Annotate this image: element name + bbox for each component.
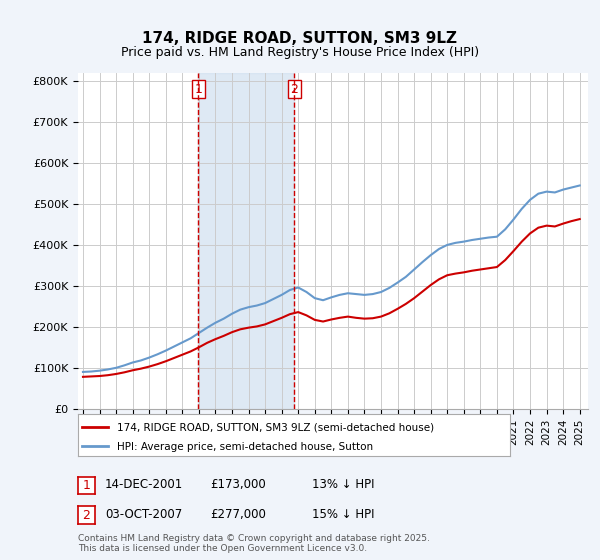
Text: 1: 1	[82, 479, 91, 492]
Text: 174, RIDGE ROAD, SUTTON, SM3 9LZ (semi-detached house): 174, RIDGE ROAD, SUTTON, SM3 9LZ (semi-d…	[117, 423, 434, 433]
Text: 14-DEC-2001: 14-DEC-2001	[105, 478, 183, 491]
Text: £277,000: £277,000	[210, 507, 266, 521]
Text: £173,000: £173,000	[210, 478, 266, 491]
Text: Contains HM Land Registry data © Crown copyright and database right 2025.
This d: Contains HM Land Registry data © Crown c…	[78, 534, 430, 553]
Text: 03-OCT-2007: 03-OCT-2007	[105, 507, 182, 521]
Text: 2: 2	[290, 83, 298, 96]
Text: Price paid vs. HM Land Registry's House Price Index (HPI): Price paid vs. HM Land Registry's House …	[121, 46, 479, 59]
Text: HPI: Average price, semi-detached house, Sutton: HPI: Average price, semi-detached house,…	[117, 442, 373, 452]
Text: 1: 1	[194, 83, 202, 96]
Text: 13% ↓ HPI: 13% ↓ HPI	[312, 478, 374, 491]
Bar	[198, 73, 294, 409]
Text: 2: 2	[82, 508, 91, 522]
Text: 15% ↓ HPI: 15% ↓ HPI	[312, 507, 374, 521]
Text: 174, RIDGE ROAD, SUTTON, SM3 9LZ: 174, RIDGE ROAD, SUTTON, SM3 9LZ	[143, 31, 458, 46]
